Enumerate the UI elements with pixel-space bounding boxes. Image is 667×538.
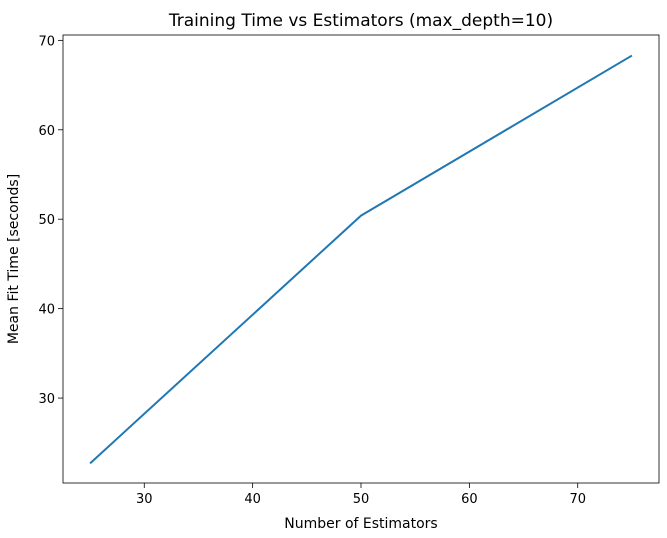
- y-tick-label: 40: [38, 303, 55, 318]
- x-axis-ticks: 30 40 50 60 70: [136, 483, 586, 507]
- plot-area: [63, 35, 659, 483]
- series-line: [89, 54, 633, 465]
- plot-frame: [62, 34, 660, 484]
- y-tick-label: 50: [38, 213, 55, 228]
- x-tick-label: 60: [461, 492, 478, 507]
- y-tick-label: 60: [38, 124, 55, 139]
- x-tick-label: 30: [136, 492, 153, 507]
- y-axis-ticks: 30 40 50 60 70: [38, 34, 63, 407]
- y-tick-label: 30: [38, 392, 55, 407]
- y-tick-label: 70: [38, 34, 55, 49]
- x-tick-label: 40: [244, 492, 261, 507]
- x-tick-label: 50: [353, 492, 370, 507]
- x-tick-label: 70: [569, 492, 586, 507]
- x-axis-label: Number of Estimators: [284, 516, 437, 532]
- y-axis-label: Mean Fit Time [seconds]: [6, 174, 22, 344]
- chart-title: Training Time vs Estimators (max_depth=1…: [168, 11, 553, 31]
